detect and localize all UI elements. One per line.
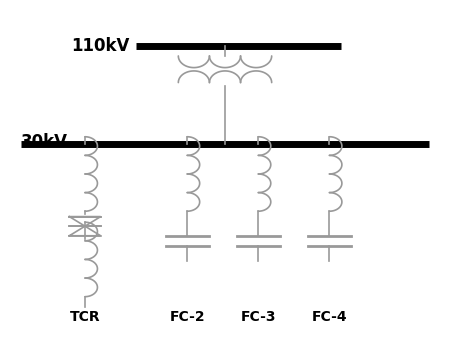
Text: FC-3: FC-3 [241,310,276,324]
Text: 110kV: 110kV [72,37,130,55]
Text: FC-2: FC-2 [169,310,205,324]
Text: TCR: TCR [70,310,100,324]
Text: 30kV: 30kV [21,134,68,151]
Text: FC-4: FC-4 [312,310,347,324]
